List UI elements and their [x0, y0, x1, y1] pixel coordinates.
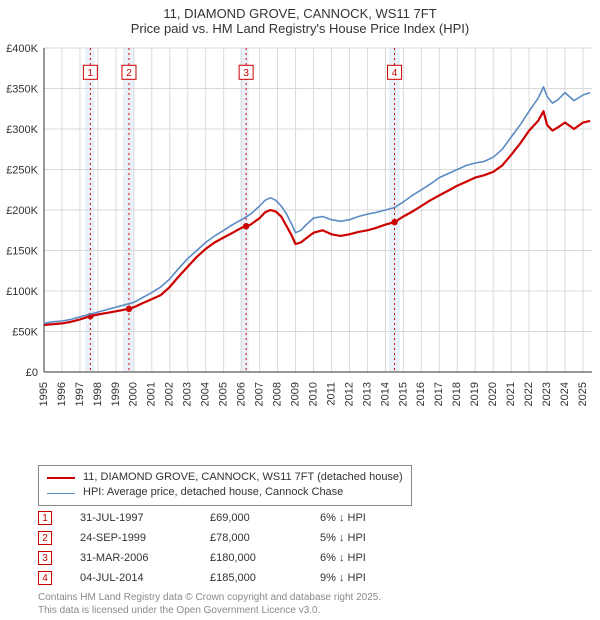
transaction-price: £78,000	[210, 532, 320, 544]
transaction-diff: 6% ↓ HPI	[320, 552, 430, 564]
transaction-date: 24-SEP-1999	[80, 532, 210, 544]
svg-text:2020: 2020	[487, 382, 499, 406]
chart-area: £0 £50K £100K £150K £200K £250K £300K £350K £400…	[0, 40, 600, 420]
transaction-row: 2 24-SEP-1999£78,0005% ↓ HPI	[38, 528, 430, 548]
svg-text:£250K: £250K	[6, 165, 38, 177]
transaction-price: £180,000	[210, 552, 320, 564]
transaction-diff: 5% ↓ HPI	[320, 532, 430, 544]
svg-text:2005: 2005	[218, 382, 230, 406]
svg-text:£50K: £50K	[12, 327, 38, 339]
transaction-marker-badge: 3	[38, 551, 52, 565]
svg-text:2001: 2001	[146, 382, 158, 406]
transaction-marker-badge: 1	[38, 511, 52, 525]
svg-text:3: 3	[243, 68, 249, 79]
svg-text:£0: £0	[26, 367, 38, 379]
svg-text:£400K: £400K	[6, 43, 38, 55]
footer-line1: Contains HM Land Registry data © Crown c…	[38, 592, 381, 605]
svg-text:2012: 2012	[343, 382, 355, 406]
svg-text:1: 1	[88, 68, 94, 79]
svg-text:£350K: £350K	[6, 84, 38, 96]
svg-text:1998: 1998	[92, 382, 104, 406]
svg-text:2015: 2015	[397, 382, 409, 406]
svg-text:2023: 2023	[541, 382, 553, 406]
svg-text:2000: 2000	[128, 382, 140, 406]
svg-text:4: 4	[392, 68, 398, 79]
transaction-diff: 9% ↓ HPI	[320, 572, 430, 584]
transaction-marker-badge: 2	[38, 531, 52, 545]
transaction-price: £185,000	[210, 572, 320, 584]
svg-text:2: 2	[126, 68, 132, 79]
chart-title-line2: Price paid vs. HM Land Registry's House …	[0, 21, 600, 36]
transaction-row: 1 31-JUL-1997£69,0006% ↓ HPI	[38, 508, 430, 528]
svg-text:1996: 1996	[56, 382, 68, 406]
chart-svg: £0 £50K £100K £150K £200K £250K £300K £350K £400…	[0, 40, 600, 420]
legend-label: HPI: Average price, detached house, Cann…	[83, 485, 343, 500]
svg-text:2004: 2004	[200, 382, 212, 406]
svg-text:2008: 2008	[271, 382, 283, 406]
transaction-row: 3 31-MAR-2006£180,0006% ↓ HPI	[38, 548, 430, 568]
svg-text:2009: 2009	[289, 382, 301, 406]
svg-text:2014: 2014	[379, 382, 391, 406]
legend-label: 11, DIAMOND GROVE, CANNOCK, WS11 7FT (de…	[83, 470, 403, 485]
transaction-price: £69,000	[210, 512, 320, 524]
svg-text:2019: 2019	[469, 382, 481, 406]
svg-text:2021: 2021	[505, 382, 517, 406]
transaction-date: 31-MAR-2006	[80, 552, 210, 564]
svg-text:2002: 2002	[164, 382, 176, 406]
chart-title-line1: 11, DIAMOND GROVE, CANNOCK, WS11 7FT	[0, 6, 600, 21]
svg-text:£200K: £200K	[6, 205, 38, 217]
svg-text:1997: 1997	[74, 382, 86, 406]
svg-text:1995: 1995	[38, 382, 50, 406]
transaction-date: 04-JUL-2014	[80, 572, 210, 584]
transactions-table: 131-JUL-1997£69,0006% ↓ HPI224-SEP-1999£…	[38, 508, 430, 588]
transaction-date: 31-JUL-1997	[80, 512, 210, 524]
svg-text:£100K: £100K	[6, 286, 38, 298]
legend-swatch	[47, 493, 75, 494]
transaction-marker-badge: 4	[38, 571, 52, 585]
legend-item: HPI: Average price, detached house, Cann…	[47, 485, 403, 500]
svg-text:2003: 2003	[182, 382, 194, 406]
svg-text:2006: 2006	[236, 382, 248, 406]
svg-text:2016: 2016	[415, 382, 427, 406]
legend-item: 11, DIAMOND GROVE, CANNOCK, WS11 7FT (de…	[47, 470, 403, 485]
transaction-row: 4 04-JUL-2014£185,0009% ↓ HPI	[38, 568, 430, 588]
chart-title-block: 11, DIAMOND GROVE, CANNOCK, WS11 7FT Pri…	[0, 0, 600, 36]
legend-swatch	[47, 477, 75, 479]
footer-attribution: Contains HM Land Registry data © Crown c…	[38, 592, 381, 617]
svg-text:1999: 1999	[110, 382, 122, 406]
svg-text:2022: 2022	[523, 382, 535, 406]
svg-text:2025: 2025	[577, 382, 589, 406]
transaction-diff: 6% ↓ HPI	[320, 512, 430, 524]
svg-text:2018: 2018	[451, 382, 463, 406]
legend: 11, DIAMOND GROVE, CANNOCK, WS11 7FT (de…	[38, 465, 412, 506]
svg-text:£150K: £150K	[6, 246, 38, 258]
svg-text:2007: 2007	[254, 382, 266, 406]
svg-text:£300K: £300K	[6, 124, 38, 136]
svg-text:2024: 2024	[559, 382, 571, 406]
svg-text:2011: 2011	[325, 382, 337, 406]
svg-text:2017: 2017	[433, 382, 445, 406]
svg-text:2010: 2010	[307, 382, 319, 406]
svg-text:2013: 2013	[361, 382, 373, 406]
footer-line2: This data is licensed under the Open Gov…	[38, 605, 381, 618]
